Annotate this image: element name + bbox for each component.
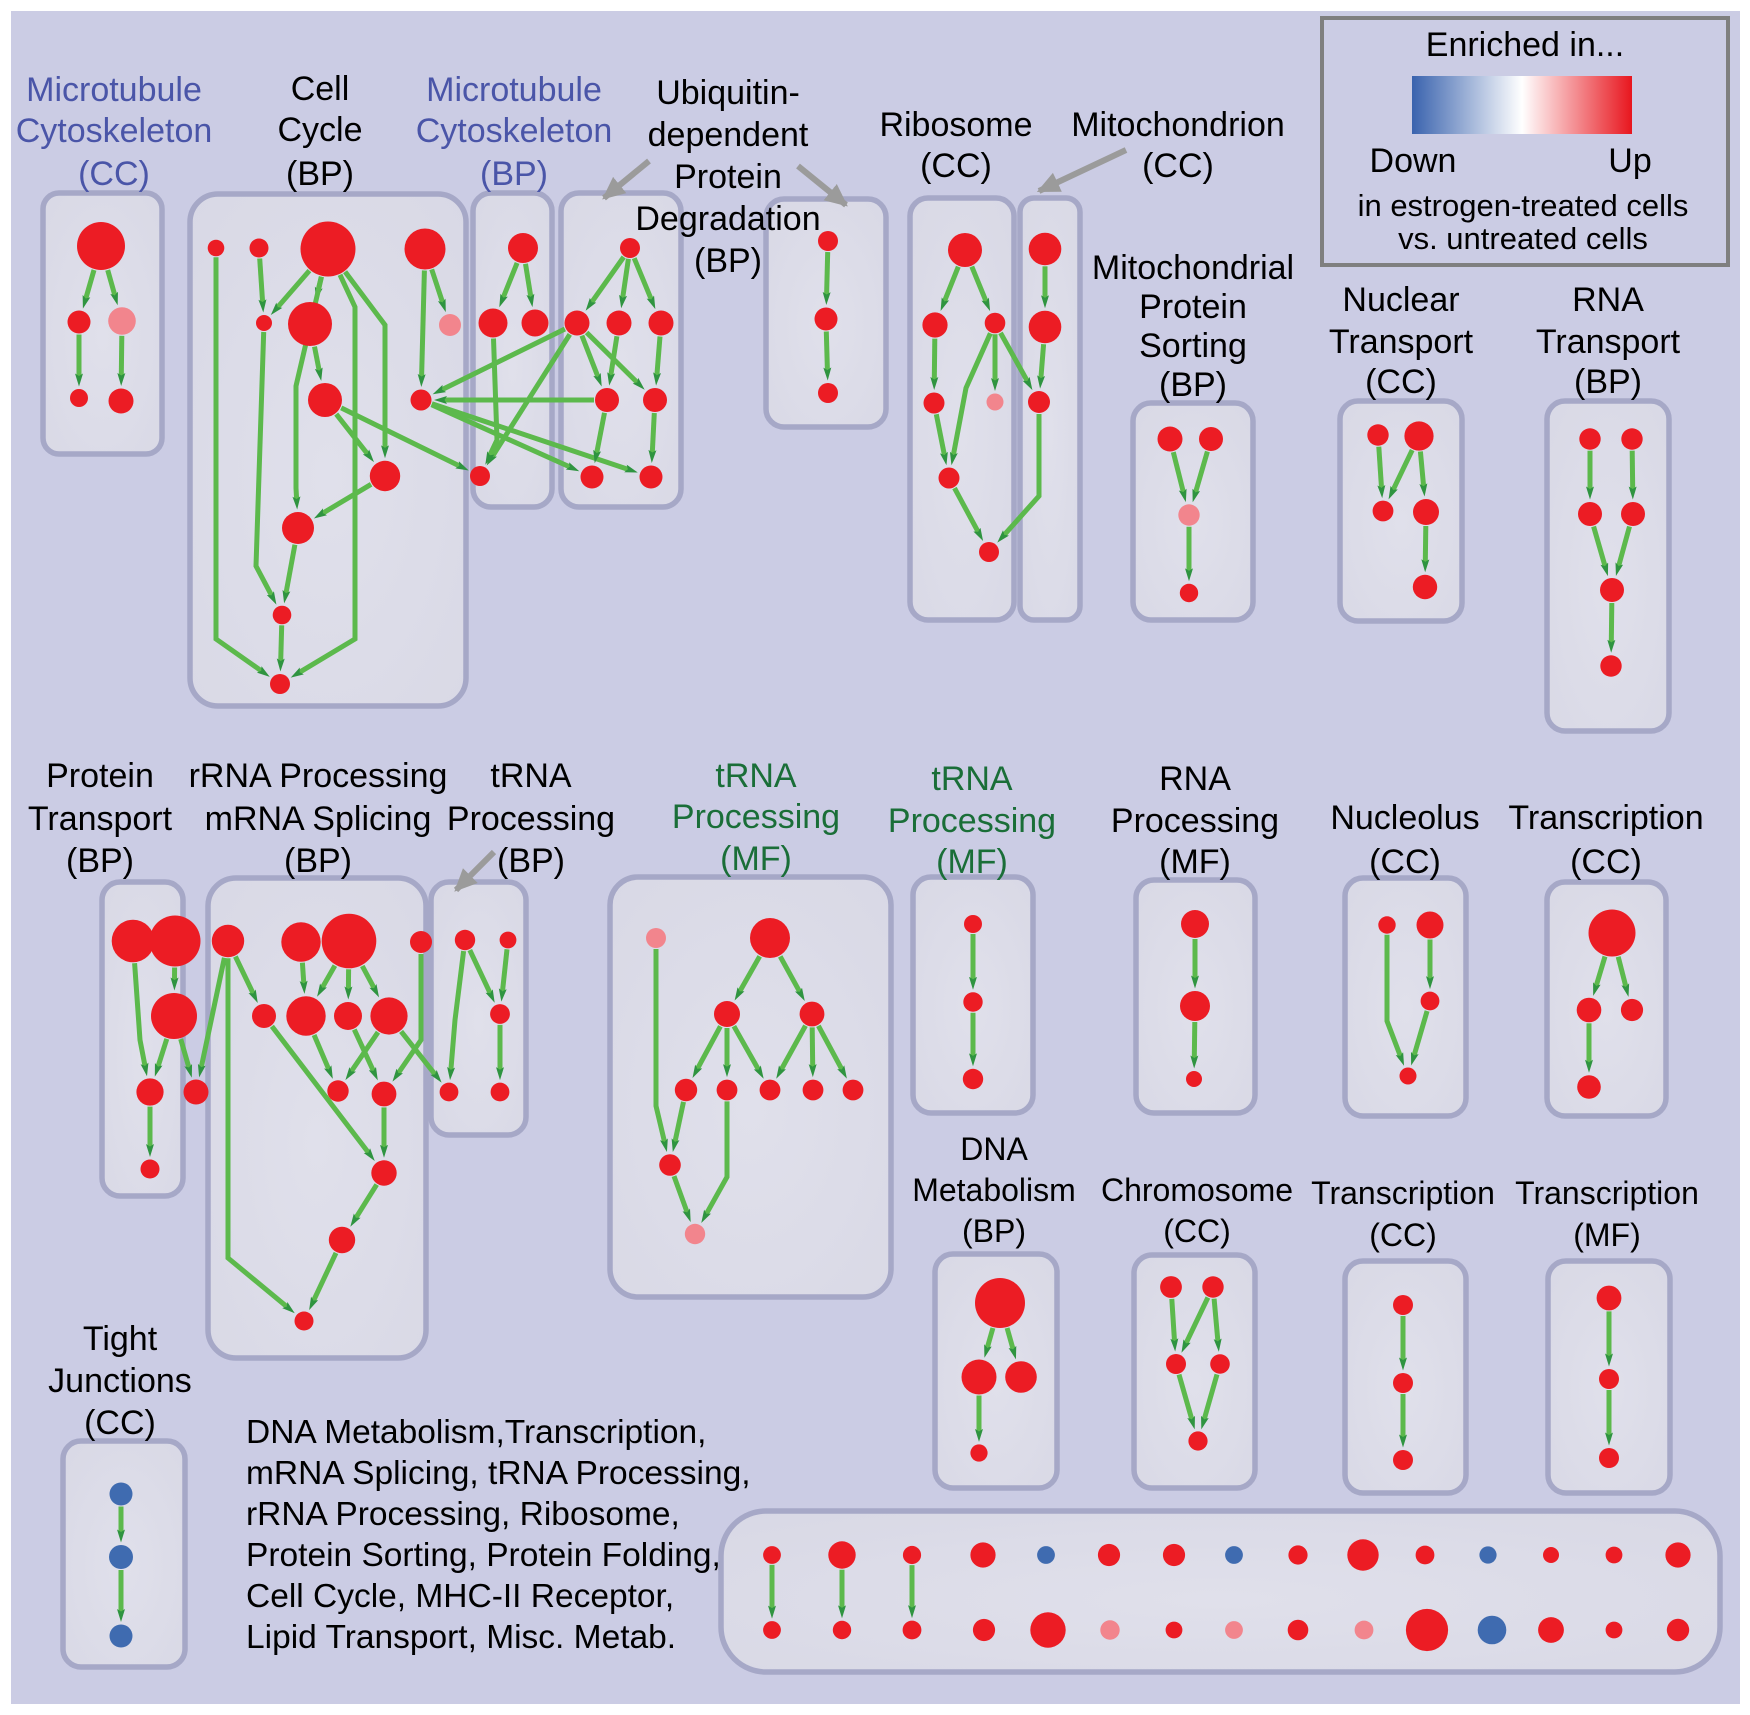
svg-text:(BP): (BP) [66, 842, 134, 880]
svg-text:Microtubule: Microtubule [426, 71, 602, 109]
svg-text:Processing: Processing [672, 798, 840, 836]
svg-text:(CC): (CC) [1163, 1213, 1231, 1249]
svg-text:Transport: Transport [1329, 323, 1474, 361]
svg-text:Down: Down [1370, 142, 1457, 180]
svg-text:(MF): (MF) [1573, 1217, 1641, 1253]
svg-text:Mitochondrion: Mitochondrion [1071, 106, 1285, 144]
svg-text:rRNA Processing: rRNA Processing [189, 757, 448, 795]
svg-text:Transcription: Transcription [1311, 1175, 1495, 1211]
svg-text:(CC): (CC) [1142, 147, 1214, 185]
svg-text:Processing: Processing [888, 802, 1056, 840]
svg-text:Enriched in...: Enriched in... [1426, 26, 1624, 64]
svg-text:Cytoskeleton: Cytoskeleton [416, 112, 613, 150]
svg-text:(CC): (CC) [1570, 843, 1642, 881]
svg-text:Ribosome: Ribosome [879, 106, 1032, 144]
svg-text:(CC): (CC) [1365, 363, 1437, 401]
svg-text:Sorting: Sorting [1139, 327, 1247, 365]
svg-text:mRNA Splicing, tRNA Processing: mRNA Splicing, tRNA Processing, [246, 1455, 751, 1492]
svg-text:Mitochondrial: Mitochondrial [1092, 249, 1294, 287]
svg-text:Degradation: Degradation [635, 200, 820, 238]
svg-text:Up: Up [1608, 142, 1651, 180]
svg-text:Transcription: Transcription [1508, 799, 1703, 837]
svg-text:RNA: RNA [1572, 281, 1644, 319]
svg-text:dependent: dependent [648, 116, 809, 154]
svg-text:(CC): (CC) [84, 1404, 156, 1442]
svg-text:mRNA Splicing: mRNA Splicing [205, 800, 432, 838]
svg-text:DNA: DNA [960, 1131, 1028, 1167]
svg-text:(BP): (BP) [962, 1213, 1026, 1249]
svg-text:tRNA: tRNA [715, 757, 797, 795]
svg-text:Lipid Transport, Misc. Metab.: Lipid Transport, Misc. Metab. [246, 1619, 676, 1656]
svg-text:vs. untreated cells: vs. untreated cells [1398, 221, 1648, 256]
svg-text:Transport: Transport [28, 800, 173, 838]
svg-text:Processing: Processing [447, 800, 615, 838]
svg-text:Processing: Processing [1111, 802, 1279, 840]
svg-text:(BP): (BP) [286, 155, 354, 193]
svg-text:Cytoskeleton: Cytoskeleton [16, 112, 213, 150]
svg-text:(MF): (MF) [720, 840, 792, 878]
svg-text:tRNA: tRNA [931, 760, 1013, 798]
svg-text:Nuclear: Nuclear [1342, 281, 1459, 319]
svg-text:RNA: RNA [1159, 760, 1231, 798]
svg-text:Tight: Tight [83, 1320, 158, 1358]
svg-text:Protein Sorting, Protein Foldi: Protein Sorting, Protein Folding, [246, 1537, 721, 1574]
svg-text:Ubiquitin-: Ubiquitin- [656, 74, 800, 112]
svg-text:Cell Cycle, MHC-II Receptor,: Cell Cycle, MHC-II Receptor, [246, 1578, 674, 1615]
svg-text:Transcription: Transcription [1515, 1175, 1699, 1211]
svg-text:tRNA: tRNA [490, 757, 572, 795]
svg-text:Cycle: Cycle [277, 111, 362, 149]
svg-text:(BP): (BP) [1159, 366, 1227, 404]
svg-text:(BP): (BP) [694, 242, 762, 280]
svg-text:(BP): (BP) [497, 842, 565, 880]
svg-text:Transport: Transport [1536, 323, 1681, 361]
svg-text:(CC): (CC) [920, 147, 992, 185]
svg-text:rRNA Processing, Ribosome,: rRNA Processing, Ribosome, [246, 1496, 680, 1533]
svg-text:Cell: Cell [291, 70, 350, 108]
svg-text:Protein: Protein [1139, 288, 1247, 326]
svg-text:(BP): (BP) [480, 155, 548, 193]
svg-text:Chromosome: Chromosome [1101, 1172, 1293, 1208]
svg-text:Nucleolus: Nucleolus [1330, 799, 1479, 837]
svg-text:DNA Metabolism,Transcription,: DNA Metabolism,Transcription, [246, 1414, 706, 1451]
svg-text:Microtubule: Microtubule [26, 71, 202, 109]
svg-text:(CC): (CC) [78, 155, 150, 193]
svg-text:Junctions: Junctions [48, 1362, 192, 1400]
svg-text:in estrogen-treated cells: in estrogen-treated cells [1358, 188, 1689, 223]
svg-text:Protein: Protein [46, 757, 154, 795]
svg-text:Protein: Protein [674, 158, 782, 196]
svg-text:Metabolism: Metabolism [912, 1172, 1076, 1208]
svg-text:(MF): (MF) [936, 843, 1008, 881]
svg-text:(CC): (CC) [1369, 843, 1441, 881]
svg-text:(BP): (BP) [1574, 363, 1642, 401]
svg-text:(BP): (BP) [284, 842, 352, 880]
svg-text:(CC): (CC) [1369, 1217, 1437, 1253]
svg-text:(MF): (MF) [1159, 843, 1231, 881]
